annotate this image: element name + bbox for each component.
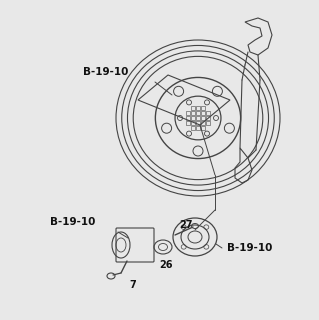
Bar	[201, 121, 205, 125]
Bar	[186, 121, 190, 125]
Bar	[196, 116, 200, 120]
Text: 26: 26	[159, 260, 173, 270]
Bar	[201, 126, 205, 130]
Bar	[196, 121, 200, 125]
Text: B-19-10: B-19-10	[227, 243, 272, 253]
Bar	[191, 126, 195, 130]
Text: 27: 27	[179, 220, 193, 230]
Bar	[201, 116, 205, 120]
Text: 7: 7	[130, 280, 137, 290]
Text: B-19-10: B-19-10	[50, 217, 95, 227]
Bar	[206, 111, 210, 115]
Bar	[201, 111, 205, 115]
Bar	[191, 111, 195, 115]
Bar	[206, 116, 210, 120]
Bar	[186, 111, 190, 115]
Bar	[196, 111, 200, 115]
Bar	[191, 106, 195, 110]
Bar	[196, 106, 200, 110]
Bar	[201, 106, 205, 110]
Text: B-19-10: B-19-10	[83, 67, 128, 77]
Bar	[191, 116, 195, 120]
Bar	[186, 116, 190, 120]
Bar	[196, 126, 200, 130]
Bar	[206, 121, 210, 125]
Bar	[191, 121, 195, 125]
